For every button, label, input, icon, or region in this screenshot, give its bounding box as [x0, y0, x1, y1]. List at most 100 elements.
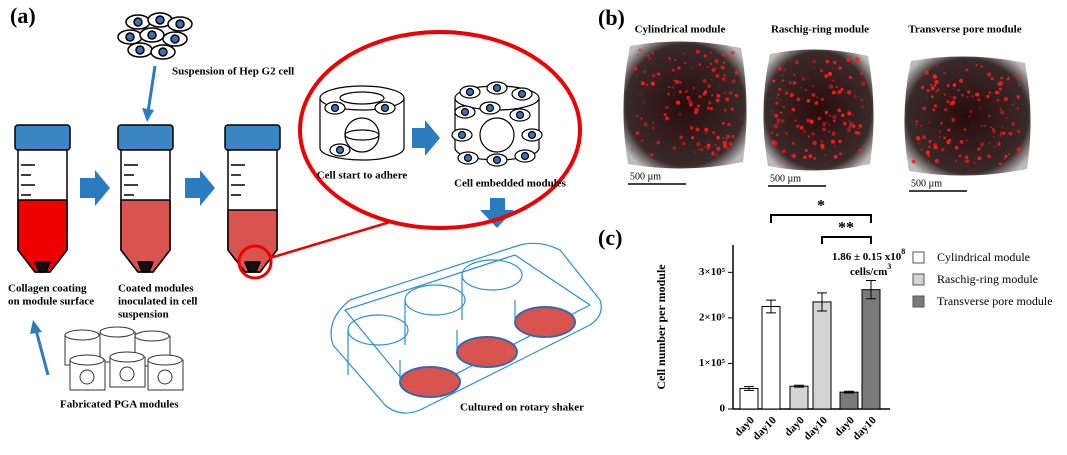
red-signal [1004, 155, 1007, 158]
red-signal [803, 130, 806, 133]
red-signal [790, 60, 792, 62]
legend-swatch [913, 274, 924, 285]
red-signal [816, 97, 818, 99]
label: Cell start to adhere [317, 170, 408, 182]
scale-label: 500 µm [770, 173, 801, 184]
red-signal [677, 66, 680, 69]
significance: ** [838, 220, 854, 237]
red-signal [988, 155, 991, 158]
red-signal [638, 49, 641, 52]
red-signal [808, 135, 810, 137]
red-signal [731, 125, 733, 127]
red-signal [727, 135, 730, 138]
red-signal [921, 148, 923, 150]
red-signal [947, 84, 950, 87]
red-signal [1002, 127, 1004, 129]
red-signal [722, 122, 725, 125]
red-signal [797, 125, 799, 127]
red-signal [679, 81, 681, 83]
red-signal [995, 91, 999, 95]
red-signal [947, 128, 950, 131]
red-signal [704, 90, 707, 93]
red-signal [921, 86, 924, 89]
red-signal [708, 101, 711, 104]
red-signal [829, 124, 830, 125]
red-signal [696, 50, 700, 54]
red-signal [989, 92, 991, 94]
red-signal [860, 72, 863, 75]
red-signal [673, 79, 675, 81]
red-signal [987, 157, 988, 158]
red-signal [721, 66, 725, 70]
red-signal [695, 127, 699, 131]
red-signal [782, 150, 785, 153]
red-signal [696, 142, 700, 146]
red-signal [918, 142, 920, 144]
red-signal [859, 124, 863, 128]
bar [813, 302, 831, 409]
red-signal [980, 65, 983, 68]
red-signal [912, 160, 916, 164]
red-signal [679, 90, 682, 93]
red-signal [641, 81, 645, 85]
red-signal [937, 88, 939, 90]
red-signal [946, 100, 949, 103]
y-tick-label: 0 [720, 403, 726, 415]
red-signal [652, 127, 654, 129]
red-signal [849, 76, 853, 80]
red-signal [776, 97, 777, 98]
red-signal [933, 74, 937, 78]
red-signal [778, 67, 781, 70]
red-signal [644, 102, 645, 103]
red-signal [797, 98, 801, 102]
red-signal [674, 59, 676, 61]
x-tick-label: day10 [851, 414, 880, 443]
red-signal [936, 66, 937, 67]
red-signal [789, 81, 792, 84]
red-signal [946, 140, 950, 144]
x-tick-label: day10 [751, 414, 780, 443]
red-signal [934, 104, 937, 107]
micrographs: Cylindrical module500 µmRaschig-ring mod… [623, 24, 1030, 191]
red-signal [927, 97, 928, 98]
red-signal [976, 64, 978, 66]
cell-nucleus [467, 89, 474, 96]
annotation-sup: 8 [901, 247, 905, 256]
red-signal [735, 71, 738, 74]
red-signal [716, 94, 720, 98]
red-signal [989, 142, 990, 143]
red-signal [935, 159, 939, 163]
red-signal [773, 115, 774, 116]
red-signal [931, 95, 934, 98]
red-signal [860, 99, 863, 102]
red-signal [835, 86, 838, 89]
red-signal [832, 91, 836, 95]
red-signal [926, 89, 929, 92]
red-signal [959, 155, 962, 158]
red-signal [980, 142, 984, 146]
red-signal [821, 98, 824, 101]
red-signal [994, 146, 995, 147]
red-signal [714, 59, 718, 63]
red-signal [735, 94, 738, 97]
red-signal [805, 149, 808, 152]
red-signal [732, 55, 733, 56]
red-signal [973, 124, 974, 125]
cell-nucleus [459, 132, 466, 139]
red-signal [974, 162, 975, 163]
red-signal [777, 93, 780, 96]
red-signal [929, 140, 932, 143]
red-signal [722, 78, 725, 81]
red-signal [939, 136, 941, 138]
red-signal [834, 155, 838, 159]
red-signal [847, 111, 851, 115]
red-signal [998, 141, 999, 142]
red-signal [1006, 117, 1008, 119]
red-signal [803, 155, 807, 159]
red-signal [812, 141, 816, 145]
red-signal [986, 95, 989, 98]
red-signal [782, 79, 784, 81]
label: Collagen coating [8, 283, 87, 295]
tubes [15, 125, 280, 272]
red-signal [968, 116, 970, 118]
